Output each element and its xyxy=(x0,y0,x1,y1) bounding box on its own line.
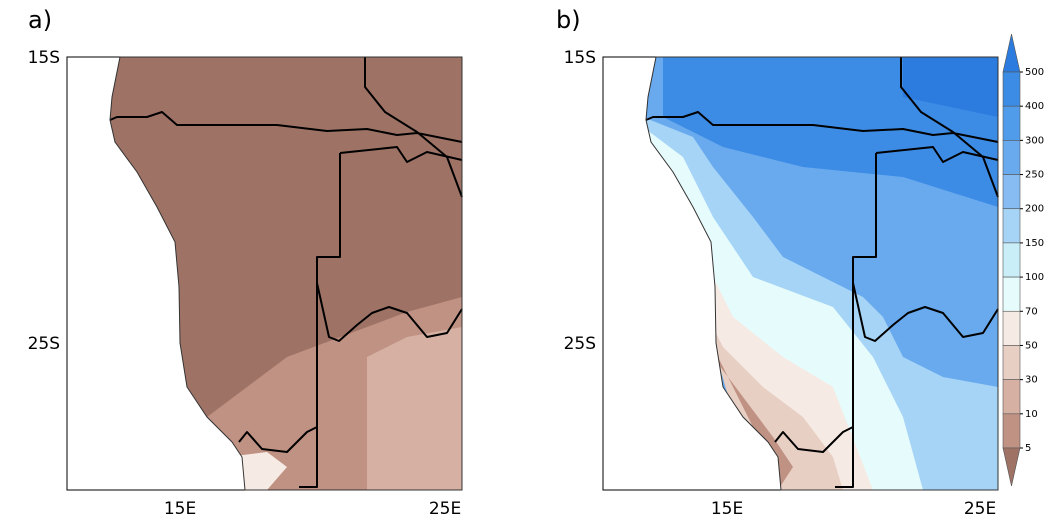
colorbar-label: 200 xyxy=(1025,204,1044,215)
colorbar-label: 30 xyxy=(1025,375,1038,386)
lat-label: 25S xyxy=(28,334,60,354)
colorbar-box xyxy=(1002,379,1021,415)
lat-label: 15S xyxy=(564,48,596,68)
colorbar-box xyxy=(1002,105,1021,141)
panel-label: b) xyxy=(556,6,581,34)
colorbar-arrow xyxy=(1002,33,1021,73)
panel-b-map xyxy=(602,57,998,490)
lon-label: 15E xyxy=(164,499,196,519)
colorbar-box xyxy=(1002,413,1021,449)
colorbar-label: 150 xyxy=(1025,238,1044,249)
colorbar-box xyxy=(1002,276,1021,312)
lat-label: 15S xyxy=(28,48,60,68)
colorbar-label: 5 xyxy=(1025,443,1031,454)
colorbar-label: 250 xyxy=(1025,170,1044,181)
panel-label: a) xyxy=(28,6,52,34)
colorbar-box xyxy=(1002,310,1021,346)
colorbar-box xyxy=(1002,140,1021,175)
colorbar-label: 300 xyxy=(1025,135,1044,146)
colorbar-label: 100 xyxy=(1025,272,1044,283)
panel-a-map xyxy=(66,57,462,490)
colorbar-box xyxy=(1002,208,1021,244)
colorbar-label: 500 xyxy=(1025,67,1044,78)
colorbar-box xyxy=(1002,174,1021,210)
colorbar-label: 50 xyxy=(1025,340,1038,351)
colorbar-label: 10 xyxy=(1025,409,1038,420)
colorbar-box xyxy=(1002,242,1021,278)
colorbar: 500 400 300 250 200 150 100 70 50 30 10 5 xyxy=(1002,33,1044,487)
lat-label: 25S xyxy=(564,334,596,354)
lon-label: 15E xyxy=(711,499,743,519)
colorbar-label: 400 xyxy=(1025,101,1044,112)
colorbar-label: 70 xyxy=(1025,306,1038,317)
colorbar-box xyxy=(1002,71,1021,107)
lon-label: 25E xyxy=(964,499,996,519)
colorbar-box xyxy=(1002,345,1021,380)
colorbar-arrow xyxy=(1002,447,1021,487)
lon-label: 25E xyxy=(429,499,461,519)
